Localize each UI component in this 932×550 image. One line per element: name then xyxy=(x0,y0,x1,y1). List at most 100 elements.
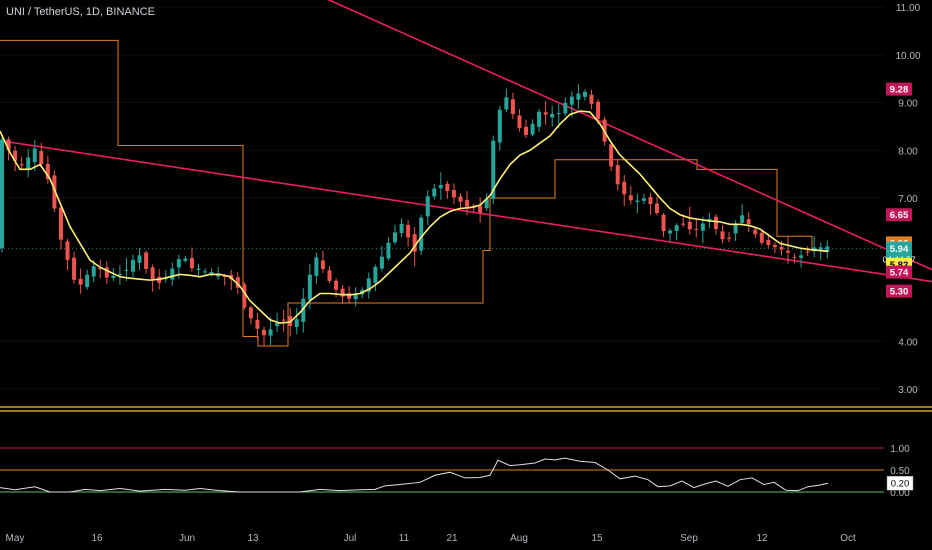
candle-body xyxy=(262,329,266,336)
oscillator-tick-label: 1.00 xyxy=(890,444,910,455)
candle-body xyxy=(314,257,319,276)
price-label-text: 5.82 xyxy=(890,260,909,271)
symbol-title: UNI / TetherUS, 1D, BINANCE xyxy=(6,6,155,18)
candle-body xyxy=(432,188,437,197)
candle-body xyxy=(622,181,627,195)
time-tick-label: Oct xyxy=(840,533,856,544)
price-label-text: 5.30 xyxy=(890,287,909,298)
candle-body xyxy=(104,267,109,278)
price-label-badge xyxy=(886,284,912,298)
oscillator-value-text: 0.20 xyxy=(891,479,910,490)
candle-body xyxy=(0,139,4,249)
price-tick-label: 10.00 xyxy=(895,51,920,62)
price-label-badge xyxy=(886,208,912,222)
price-label-text: 5.74 xyxy=(890,268,909,279)
candle-body xyxy=(72,257,77,280)
candle-body xyxy=(576,93,581,100)
candle-body xyxy=(366,278,371,292)
price-label-text: 6.65 xyxy=(890,210,909,221)
candle-body xyxy=(255,319,260,329)
candle-body xyxy=(772,244,777,248)
oscillator-axis[interactable]: 1.00 0.50 0.000.20 xyxy=(886,444,914,499)
oscillator-tick-label: 0.00 xyxy=(890,488,910,499)
candle-body xyxy=(740,215,745,223)
oscillator-value-badge xyxy=(886,475,914,491)
time-axis[interactable]: May 16 Jun 13 Jul 11 21 Aug 15 Sep 12 Oct xyxy=(6,533,856,544)
candle-body xyxy=(111,275,116,279)
candle-body xyxy=(694,228,699,230)
candle-body xyxy=(438,184,443,189)
candle-body xyxy=(393,232,397,243)
oscillator-pane[interactable] xyxy=(0,447,884,493)
candle-body xyxy=(26,157,31,170)
candle-body xyxy=(281,319,286,321)
price-tick-label: 11.00 xyxy=(896,3,921,14)
oscillator-line xyxy=(0,457,829,493)
candle-body xyxy=(766,240,771,245)
upper-trendline xyxy=(327,0,932,271)
candle-body xyxy=(609,144,614,167)
time-tick-label: Jul xyxy=(344,533,357,544)
candle-body xyxy=(242,284,247,308)
candle-body xyxy=(176,259,181,268)
candle-body xyxy=(117,274,122,276)
time-tick-label: 16 xyxy=(91,533,103,544)
candle-body xyxy=(668,230,673,234)
price-pane[interactable] xyxy=(0,0,932,390)
candle-body xyxy=(681,223,686,225)
price-grid-lines xyxy=(0,6,884,390)
candle-body xyxy=(700,223,705,231)
price-label-badge xyxy=(886,82,912,96)
candle-body xyxy=(353,293,358,300)
candle-body xyxy=(131,259,135,272)
candle-body xyxy=(340,288,345,297)
candle-body xyxy=(52,175,57,209)
candle-body xyxy=(65,241,70,260)
candle-body xyxy=(465,199,470,207)
candle-body xyxy=(45,163,50,180)
candle-body xyxy=(713,216,718,230)
candle-body xyxy=(661,214,666,232)
candle-body xyxy=(32,148,37,163)
candle-body xyxy=(727,237,732,239)
candle-body xyxy=(39,150,44,165)
candle-body xyxy=(451,189,456,198)
candle-body xyxy=(334,280,339,290)
price-tick-label: 7.00 xyxy=(898,194,918,205)
time-tick-label: May xyxy=(6,533,25,544)
time-tick-label: 21 xyxy=(446,533,458,544)
candle-body xyxy=(596,101,601,119)
candle-body xyxy=(589,94,594,104)
candle-body xyxy=(655,203,659,214)
trendline-layer xyxy=(0,0,932,283)
candle-body xyxy=(792,256,797,258)
candle-body xyxy=(563,102,568,114)
lower-trendline xyxy=(0,139,932,283)
candle-body xyxy=(373,266,378,283)
candle-body xyxy=(615,165,620,185)
candle-body xyxy=(406,224,411,238)
candle-body xyxy=(307,274,312,300)
candle-body xyxy=(818,247,823,251)
candle-body xyxy=(556,113,561,115)
candle-body xyxy=(733,224,738,234)
candle-body xyxy=(497,109,502,143)
candle-body xyxy=(275,323,280,327)
price-tick-label: 9.00 xyxy=(898,99,918,110)
time-tick-label: Aug xyxy=(510,533,528,544)
candle-body xyxy=(550,113,555,118)
candle-body xyxy=(674,225,679,231)
candle-body xyxy=(491,140,496,199)
candle-body xyxy=(648,197,653,205)
oscillator-tick-label: 0.50 xyxy=(890,466,910,477)
candle-body xyxy=(825,246,830,252)
price-axis[interactable]: 11.0010.009.008.007.004.003.009.286.656.… xyxy=(882,3,920,396)
candle-body xyxy=(150,267,155,280)
time-tick-label: Sep xyxy=(680,533,698,544)
candle-body xyxy=(268,329,273,336)
candle-body xyxy=(327,270,332,281)
price-label-text: 9.28 xyxy=(890,85,909,96)
candle-body xyxy=(170,268,175,280)
candle-body xyxy=(543,112,548,115)
